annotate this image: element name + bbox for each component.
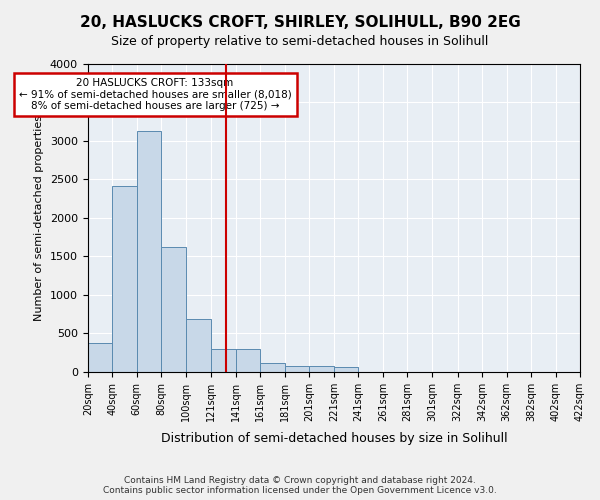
Bar [310,366,334,372]
Bar [260,362,285,372]
Y-axis label: Number of semi-detached properties: Number of semi-detached properties [34,115,44,321]
Bar [161,247,186,372]
Text: Contains HM Land Registry data © Crown copyright and database right 2024.
Contai: Contains HM Land Registry data © Crown c… [103,476,497,495]
Bar [88,342,112,372]
X-axis label: Distribution of semi-detached houses by size in Solihull: Distribution of semi-detached houses by … [161,432,507,445]
Bar [334,367,358,372]
Bar [211,348,236,372]
Bar [137,131,161,372]
Text: Size of property relative to semi-detached houses in Solihull: Size of property relative to semi-detach… [112,35,488,48]
Text: 20 HASLUCKS CROFT: 133sqm
← 91% of semi-detached houses are smaller (8,018)
8% o: 20 HASLUCKS CROFT: 133sqm ← 91% of semi-… [19,78,292,111]
Bar [186,320,211,372]
Bar [112,186,137,372]
Text: 20, HASLUCKS CROFT, SHIRLEY, SOLIHULL, B90 2EG: 20, HASLUCKS CROFT, SHIRLEY, SOLIHULL, B… [80,15,520,30]
Bar [285,366,310,372]
Bar [236,348,260,372]
